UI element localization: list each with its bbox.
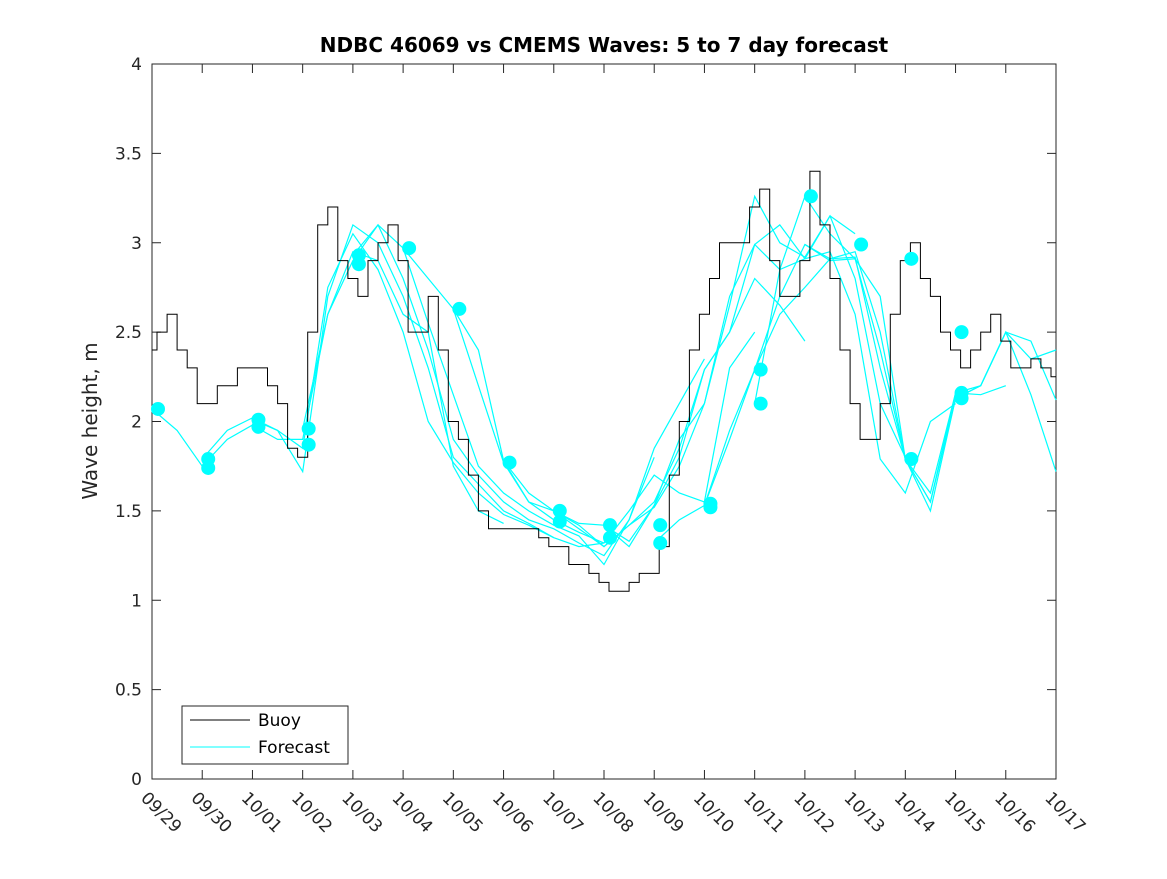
forecast-marker — [803, 189, 818, 204]
forecast-marker — [753, 362, 768, 377]
forecast-marker — [603, 530, 617, 545]
forecast-marker — [703, 500, 718, 515]
forecast-marker — [301, 421, 316, 436]
forecast-marker — [954, 325, 969, 340]
y-tick-label: 4 — [131, 55, 142, 75]
forecast-line — [603, 224, 956, 548]
forecast-marker — [201, 460, 216, 475]
forecast-marker — [854, 237, 869, 252]
forecast-marker — [954, 391, 969, 406]
legend: Buoy Forecast — [181, 705, 349, 765]
forecast-marker — [653, 518, 668, 533]
forecast-marker — [151, 401, 165, 416]
legend-box — [181, 705, 349, 765]
forecast-marker — [502, 455, 517, 470]
y-tick-label: 3.5 — [115, 144, 142, 164]
y-tick-label: 3 — [131, 234, 142, 254]
forecast-line — [402, 247, 756, 544]
y-tick-label: 0.5 — [115, 681, 142, 701]
y-tick-label: 0 — [131, 770, 142, 790]
forecast-line — [352, 224, 705, 566]
y-tick-label: 2 — [131, 413, 142, 433]
y-tick-label: 1 — [131, 591, 142, 611]
forecast-line — [252, 232, 605, 548]
y-axis-label: Wave height, m — [78, 342, 102, 499]
buoy-line — [152, 170, 1056, 592]
forecast-marker — [402, 241, 417, 256]
forecast-marker — [904, 452, 919, 467]
forecast-marker — [753, 396, 768, 411]
y-tick-label: 1.5 — [115, 502, 142, 522]
legend-label-buoy: Buoy — [258, 711, 301, 731]
y-tick-label: 2.5 — [115, 323, 142, 343]
chart-title: NDBC 46069 vs CMEMS Waves: 5 to 7 day fo… — [320, 33, 889, 57]
forecast-marker — [452, 301, 467, 316]
forecast-line — [804, 243, 1057, 513]
forecast-marker — [904, 251, 919, 266]
forecast-marker — [603, 518, 617, 533]
legend-label-forecast: Forecast — [258, 738, 330, 758]
forecast-marker — [653, 536, 668, 551]
forecast-marker — [351, 257, 366, 272]
forecast-marker — [251, 419, 266, 434]
forecast-marker — [301, 437, 316, 452]
forecast-marker — [552, 514, 567, 529]
